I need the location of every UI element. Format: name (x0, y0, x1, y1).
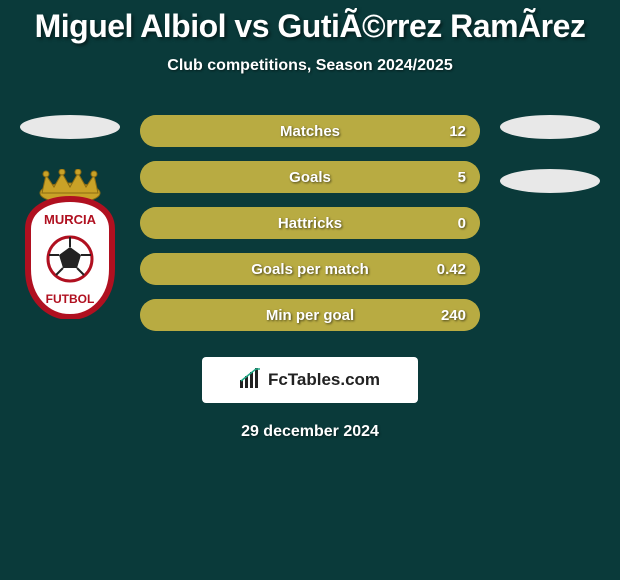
chart-bars-icon (240, 368, 262, 393)
stat-label: Min per goal (266, 307, 354, 324)
stat-value: 5 (458, 169, 466, 186)
footer-brand-box[interactable]: FcTables.com (202, 357, 418, 403)
page-title: Miguel Albiol vs GutiÃ©rrez RamÃ­rez (0, 8, 620, 45)
right-ellipse-top (500, 115, 600, 139)
stat-bar-hattricks: Hattricks 0 (140, 207, 480, 239)
club-badge-left: MURCIA FUTBOL (20, 169, 120, 319)
stat-label: Matches (280, 123, 340, 140)
badge-text-top: MURCIA (44, 212, 97, 227)
stat-label: Goals (289, 169, 331, 186)
left-column: MURCIA FUTBOL (20, 115, 120, 319)
page: Miguel Albiol vs GutiÃ©rrez RamÃ­rez Clu… (0, 0, 620, 441)
stat-value: 12 (449, 123, 466, 140)
footer-brand-text: FcTables.com (268, 370, 380, 390)
stat-label: Hattricks (278, 215, 342, 232)
stat-bar-goals: Goals 5 (140, 161, 480, 193)
stat-bar-mpg: Min per goal 240 (140, 299, 480, 331)
stat-label: Goals per match (251, 261, 369, 278)
stat-value: 0 (458, 215, 466, 232)
badge-text-bottom: FUTBOL (46, 292, 95, 306)
left-ellipse-top (20, 115, 120, 139)
page-subtitle: Club competitions, Season 2024/2025 (0, 57, 620, 75)
stat-value: 240 (441, 307, 466, 324)
murcia-badge-icon: MURCIA FUTBOL (20, 169, 120, 319)
main-row: MURCIA FUTBOL Matches 12 (0, 115, 620, 331)
stat-bar-matches: Matches 12 (140, 115, 480, 147)
stats-column: Matches 12 Goals 5 Hattricks 0 Goals per… (140, 115, 480, 331)
right-ellipse-bottom (500, 169, 600, 193)
stat-bar-gpm: Goals per match 0.42 (140, 253, 480, 285)
stat-value: 0.42 (437, 261, 466, 278)
date-line: 29 december 2024 (0, 423, 620, 441)
right-column (500, 115, 600, 193)
